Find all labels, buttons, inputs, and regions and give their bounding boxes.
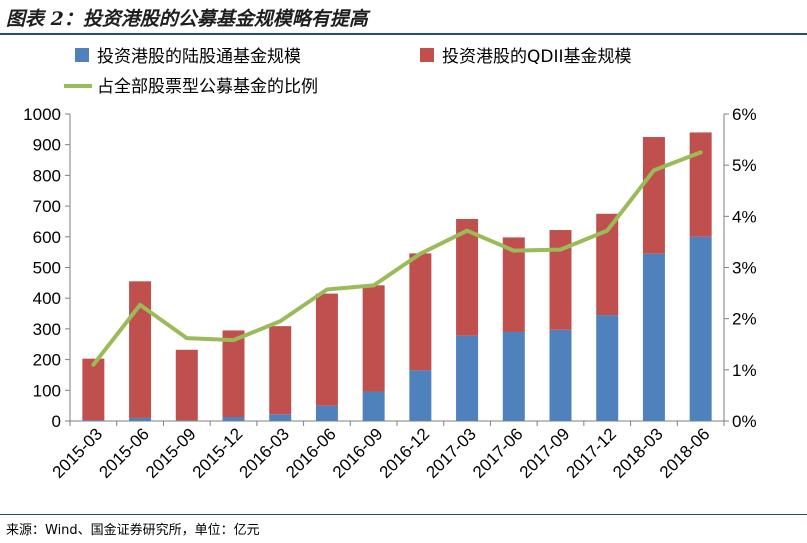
- bar-qdii: [82, 358, 105, 421]
- title-rule: [0, 33, 807, 35]
- x-tick-label: 2017-09: [516, 424, 574, 482]
- source-note: 来源：Wind、国金证券研究所，单位：亿元: [6, 523, 260, 538]
- left-tick-label: 100: [33, 381, 61, 400]
- bar-lugutong: [222, 417, 245, 421]
- bar-qdii: [549, 230, 572, 330]
- x-tick-label: 2017-03: [422, 424, 480, 482]
- legend-swatch-lugutong: [75, 48, 89, 62]
- x-tick-label: 2017-06: [469, 424, 527, 482]
- bar-lugutong: [175, 420, 198, 421]
- ratio-point: [139, 304, 141, 306]
- bar-qdii: [456, 218, 479, 336]
- x-tick-label: 2016-12: [376, 424, 434, 482]
- bar-lugutong: [362, 391, 385, 421]
- ratio-line-path: [91, 150, 703, 367]
- bar-qdii: [129, 281, 152, 418]
- bars: [82, 132, 712, 421]
- bar-lugutong: [642, 253, 665, 421]
- bar-qdii: [222, 330, 245, 418]
- x-axis-labels: 2015-032015-062015-092015-122016-032016-…: [49, 424, 714, 482]
- x-tick-label: 2016-09: [329, 424, 387, 482]
- legend-label-qdii: 投资港股的QDII基金规模: [442, 47, 632, 67]
- ratio-point: [373, 284, 375, 286]
- bar-lugutong: [596, 315, 619, 421]
- right-tick-label: 2%: [732, 310, 757, 329]
- bar-qdii: [175, 349, 198, 421]
- right-tick-label: 3%: [732, 259, 757, 278]
- bar-lugutong: [502, 331, 525, 421]
- bar-qdii: [362, 285, 385, 392]
- legend-label-ratio: 占全部股票型公募基金的比例: [97, 77, 318, 97]
- left-tick-label: 500: [33, 259, 61, 278]
- legend-swatch-qdii: [420, 48, 434, 62]
- bar-lugutong: [269, 414, 292, 421]
- ratio-point: [513, 250, 515, 252]
- bar-qdii: [315, 293, 338, 406]
- left-tick-label: 1000: [23, 105, 61, 124]
- left-tick-label: 700: [33, 197, 61, 216]
- x-tick-label: 2016-03: [235, 424, 293, 482]
- x-tick-label: 2018-06: [656, 424, 714, 482]
- x-tick-label: 2015-06: [95, 424, 153, 482]
- x-tick-label: 2016-06: [282, 424, 340, 482]
- bar-qdii: [409, 253, 432, 371]
- bar-qdii: [642, 137, 665, 254]
- right-tick-label: 0%: [732, 412, 757, 431]
- x-tick-label: 2017-12: [562, 424, 620, 482]
- ratio-point: [326, 289, 328, 291]
- left-tick-label: 600: [33, 228, 61, 247]
- ratio-point: [466, 230, 468, 232]
- right-tick-label: 1%: [732, 361, 757, 380]
- bar-lugutong: [549, 329, 572, 421]
- x-tick-label: 2015-03: [49, 424, 107, 482]
- left-tick-label: 900: [33, 136, 61, 155]
- bar-qdii: [689, 132, 712, 237]
- right-tick-label: 4%: [732, 207, 757, 226]
- axes: 0 100 200 300 400 500 600 700 800 900 1000 0% 1% 2% 3%…: [23, 105, 756, 431]
- right-tick-label: 5%: [732, 156, 757, 175]
- right-tick-label: 6%: [732, 105, 757, 124]
- ratio-point: [279, 320, 281, 322]
- ratio-point: [186, 337, 188, 339]
- x-tick-label: 2015-12: [189, 424, 247, 482]
- ratio-point: [92, 364, 94, 366]
- left-tick-label: 300: [33, 320, 61, 339]
- ratio-line: [91, 150, 703, 367]
- source-rule: [0, 514, 807, 515]
- chart-title: 图表 2：投资港股的公募基金规模略有提高: [6, 8, 368, 30]
- bar-lugutong: [456, 335, 479, 421]
- left-tick-label: 0: [52, 412, 61, 431]
- bar-lugutong: [82, 420, 105, 421]
- ratio-point: [233, 339, 234, 341]
- x-tick-label: 2018-03: [609, 424, 667, 482]
- legend-label-lugutong: 投资港股的陆股通基金规模: [97, 47, 301, 67]
- bar-lugutong: [409, 370, 432, 421]
- bar-qdii: [269, 326, 292, 415]
- bar-lugutong: [129, 417, 152, 421]
- bar-qdii: [596, 213, 619, 316]
- bar-qdii: [502, 237, 525, 332]
- bar-lugutong: [689, 236, 712, 421]
- ratio-point: [700, 151, 702, 153]
- x-tick-label: 2015-09: [142, 424, 200, 482]
- ratio-point: [653, 169, 655, 171]
- bar-lugutong: [315, 405, 338, 421]
- ratio-point: [560, 249, 561, 251]
- ratio-point: [419, 253, 421, 255]
- left-tick-label: 400: [33, 289, 61, 308]
- left-tick-label: 200: [33, 351, 61, 370]
- left-tick-label: 800: [33, 166, 61, 185]
- ratio-point: [606, 230, 608, 232]
